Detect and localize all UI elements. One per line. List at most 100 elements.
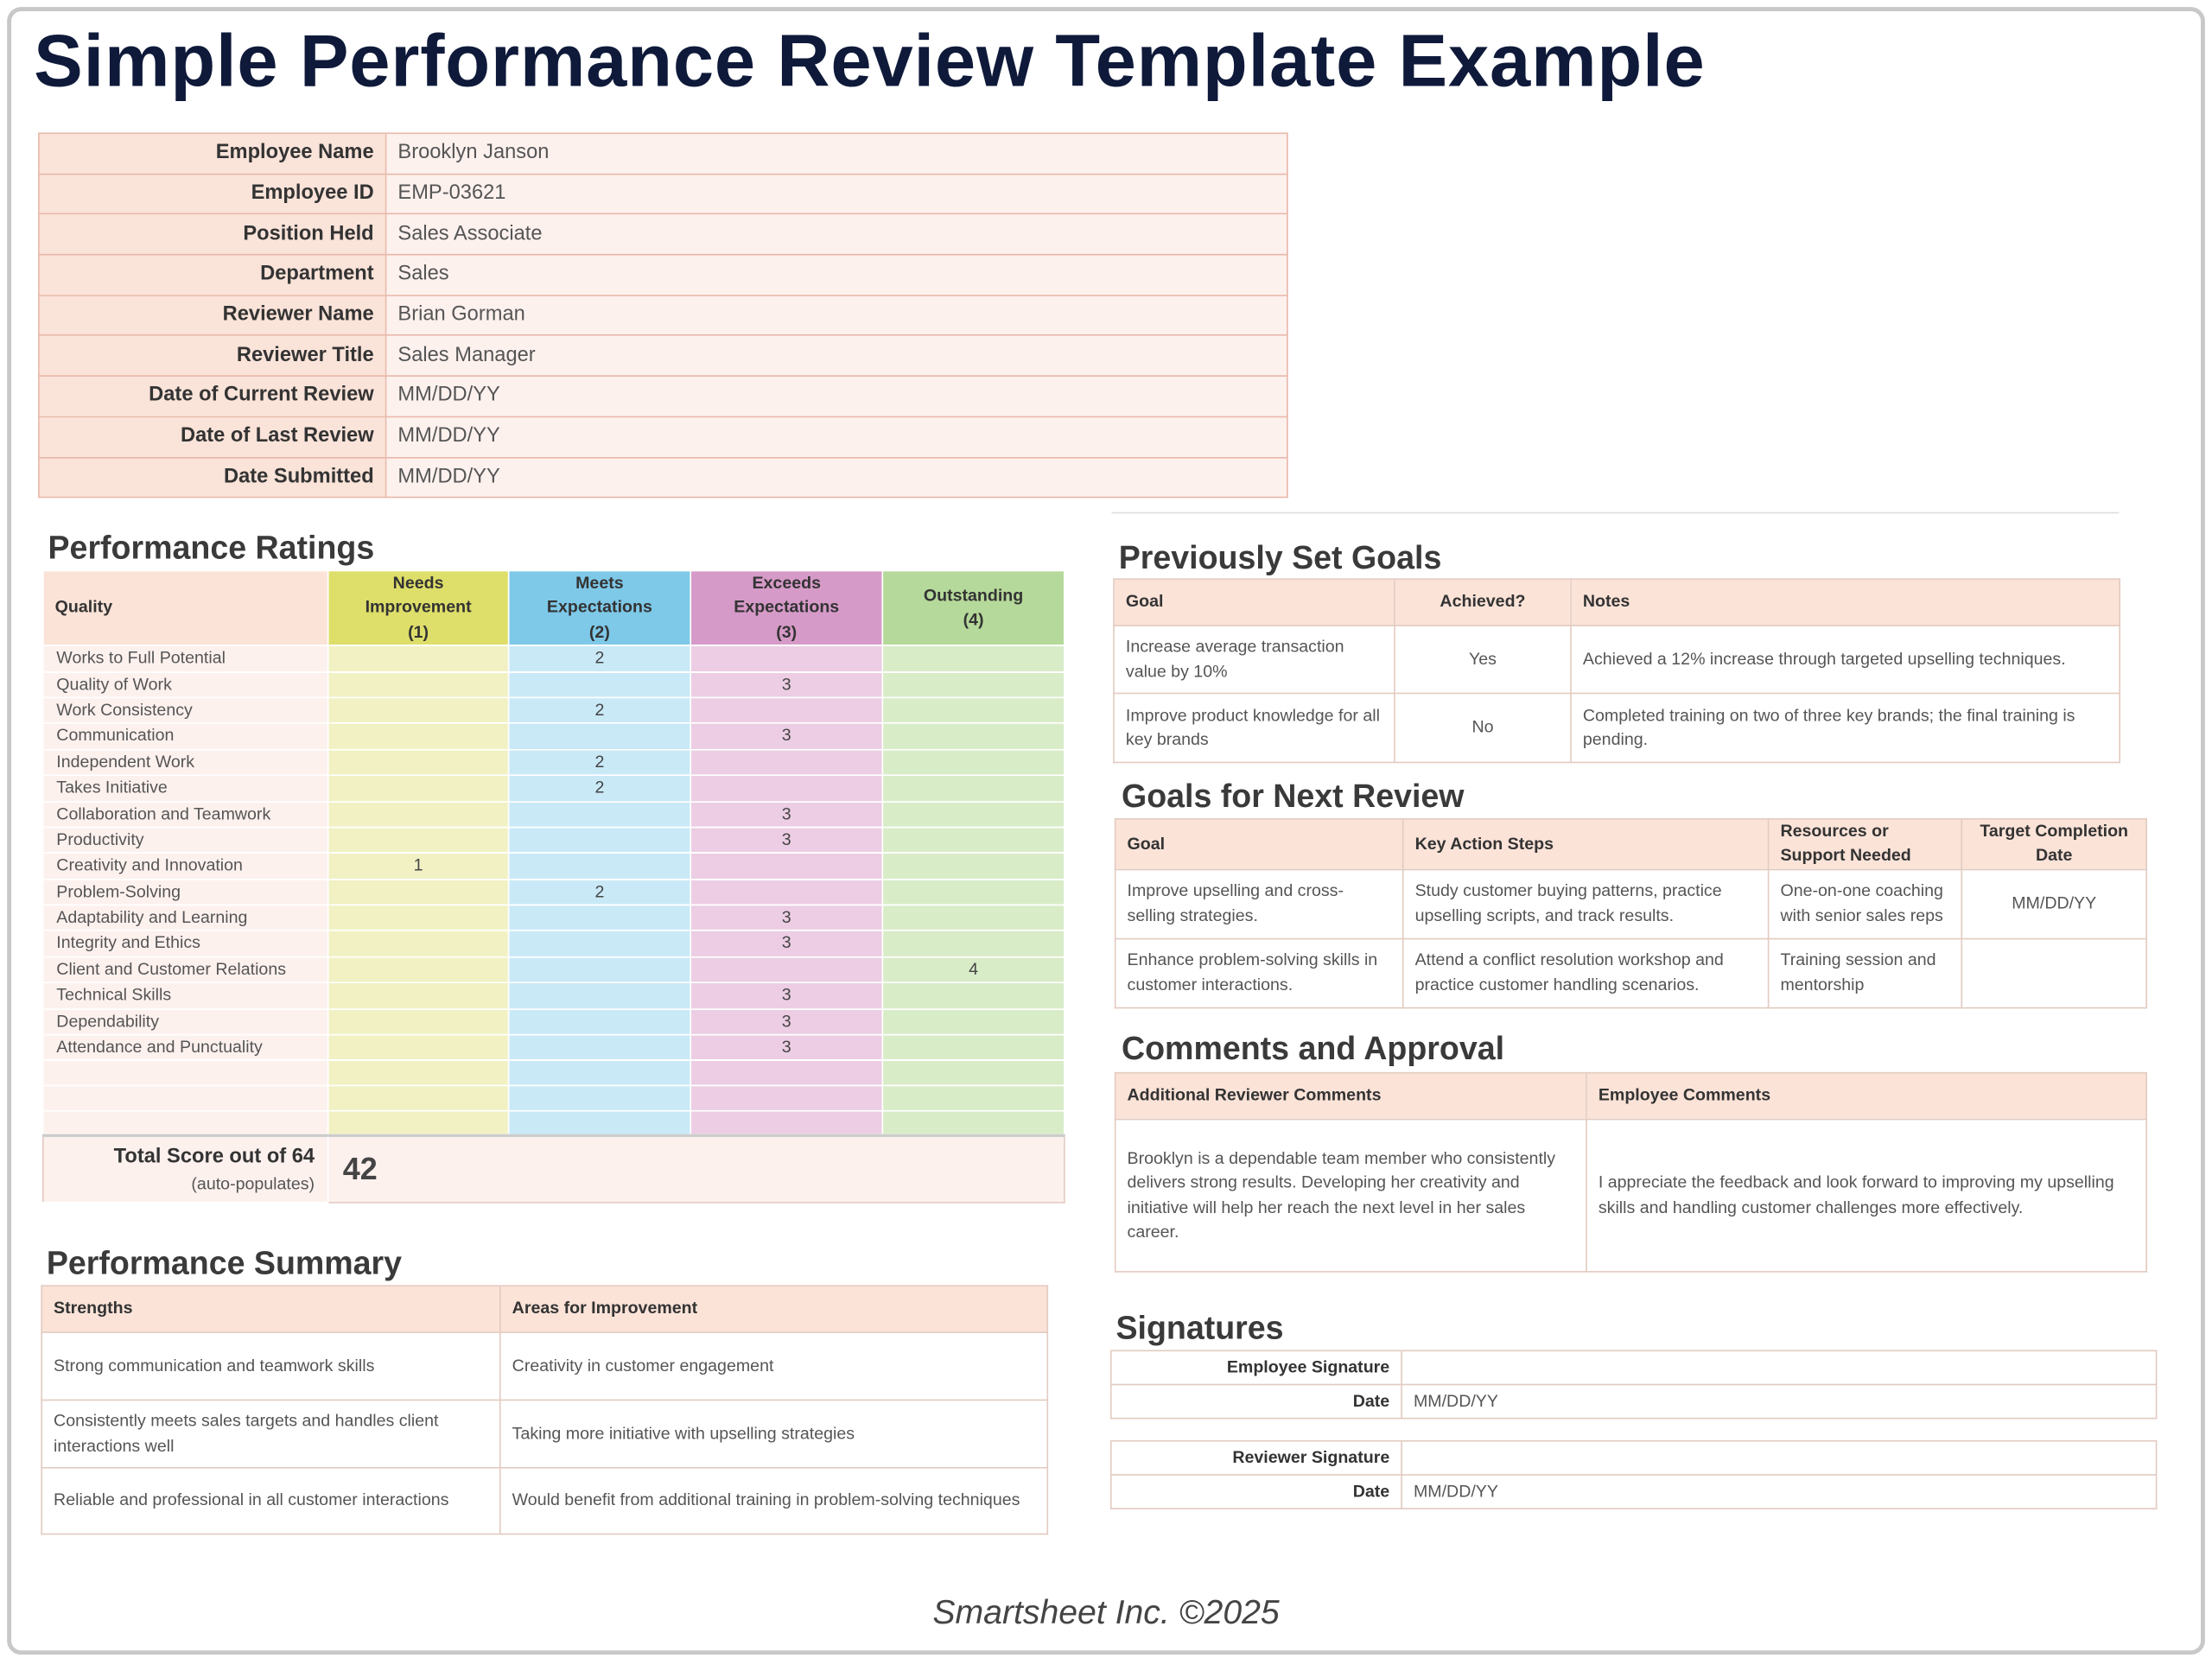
table-cell: Would benefit from additional training i… [499,1467,1049,1535]
rating-cell [327,956,510,984]
section-title: Previously Set Goals [1118,538,1442,576]
rating-cell: 3 [690,722,884,751]
rating-row: Quality of Work 3 [41,670,1065,699]
quality: Quality of Work [41,670,329,699]
rating-cell: 3 [690,670,884,699]
quality: Attendance and Punctuality [41,1033,329,1062]
ratings-header: Quality Needs Improvement (1) Meets Expecta… [41,569,1065,647]
rating-cell [881,1084,1065,1111]
rating-cell: 3 [690,1007,884,1036]
rating-cell: 3 [690,800,884,829]
section-title: Performance Summary [46,1244,403,1281]
table-cell: One-on-one coaching with senior sales re… [1767,868,1963,940]
info-row: Date Submitted MM/DD/YY [38,456,1288,499]
total-value: 42 [327,1134,1065,1204]
level-label: Needs Improvement [365,572,472,618]
quality: Communication [41,722,329,751]
rating-cell [327,981,510,1010]
header-row: Strengths Areas for Improvement [41,1285,1049,1333]
rating-cell [327,930,510,958]
table-row: Improve upselling and cross-selling stra… [1114,868,2147,940]
rating-cell [881,1109,1065,1136]
rating-cell [507,1084,692,1111]
rating-cell [327,774,510,803]
info-row: Reviewer Title Sales Manager [38,334,1288,378]
rating-cell [690,645,884,673]
info-value: Sales Manager [385,334,1288,378]
column-header: Goal [1113,578,1395,626]
info-label: Date Submitted [38,456,387,499]
rating-cell: 1 [327,852,510,880]
rating-cell [690,878,884,906]
info-value: MM/DD/YY [385,416,1288,458]
column-header: Notes [1570,578,2120,626]
signature-label: Date [1109,1474,1402,1509]
info-value: Brian Gorman [385,294,1288,337]
total-label-cell: Total Score out of 64 (auto-populates) [41,1134,329,1204]
rating-row: Client and Customer Relations 4 [41,956,1065,984]
info-row: Reviewer Name Brian Gorman [38,294,1288,337]
table-cell: Yes [1394,625,1572,695]
rating-cell [881,930,1065,958]
level-header: Exceeds Expectations (3) [690,569,884,647]
rating-row: Collaboration and Teamwork 3 [41,800,1065,829]
rating-cell [507,670,692,699]
quality: Integrity and Ethics [41,930,329,958]
rating-cell [327,670,510,699]
rating-cell [507,1059,692,1087]
level-header: Meets Expectations (2) [507,569,692,647]
rating-cell: 4 [881,956,1065,984]
rating-cell [881,722,1065,751]
rating-cell [881,1033,1065,1062]
rating-cell [881,1059,1065,1087]
table-cell: Improve upselling and cross-selling stra… [1114,868,1404,940]
column-header: Key Action Steps [1402,817,1770,871]
signature-value [1401,1350,2158,1386]
rating-row: Works to Full Potential 2 [41,645,1065,673]
rating-cell [690,774,884,803]
header-row: Additional Reviewer Comments Employee Com… [1114,1071,2147,1121]
signature-value: MM/DD/YY [1401,1474,2158,1509]
signature-label: Date [1109,1383,1402,1420]
ratings-table: Quality Needs Improvement (1) Meets Expecta… [41,569,1065,1204]
info-label: Employee ID [38,173,387,215]
rating-row: Adaptability and Learning 3 [41,904,1065,932]
rating-cell [690,1084,884,1111]
rating-cell [881,670,1065,699]
signature-row: Date MM/DD/YY [1109,1383,2158,1420]
rating-row: Problem-Solving 2 [41,878,1065,906]
rating-cell [690,852,884,880]
column-header: Achieved? [1394,578,1572,626]
table-cell: Training session and mentorship [1767,937,1963,1009]
rating-row: Technical Skills 3 [41,981,1065,1010]
info-label: Position Held [38,213,387,256]
signature-row: Date MM/DD/YY [1109,1474,2158,1509]
rating-cell [881,645,1065,673]
rating-row: Productivity 3 [41,826,1065,854]
info-value: EMP-03621 [385,173,1288,215]
info-label: Employee Name [38,132,387,175]
section-title: Signatures [1116,1309,1284,1346]
rating-cell: 2 [507,696,692,725]
rating-cell [881,748,1065,777]
rating-cell: 3 [690,904,884,932]
rating-cell: 2 [507,748,692,777]
divider [1111,511,2120,514]
blank-row [41,1109,1065,1136]
info-row: Date of Last Review MM/DD/YY [38,416,1288,458]
column-header: Resources or Support Needed [1767,817,1963,871]
info-label: Date of Last Review [38,416,387,458]
table-cell: Creativity in customer engagement [499,1331,1049,1401]
quality [41,1084,329,1111]
comments-table: Additional Reviewer Comments Employee Com… [1114,1071,2147,1273]
signature-label: Reviewer Signature [1109,1439,1402,1476]
table-cell: Brooklyn is a dependable team member who… [1114,1118,1587,1273]
info-label: Department [38,253,387,296]
quality: Work Consistency [41,696,329,725]
table-row: Brooklyn is a dependable team member who… [1114,1118,2147,1273]
rating-cell [327,645,510,673]
rating-row: Creativity and Innovation 1 [41,852,1065,880]
rating-cell [881,800,1065,829]
signature-row: Reviewer Signature [1109,1439,2158,1476]
total-label: Total Score out of 64 [113,1145,315,1168]
